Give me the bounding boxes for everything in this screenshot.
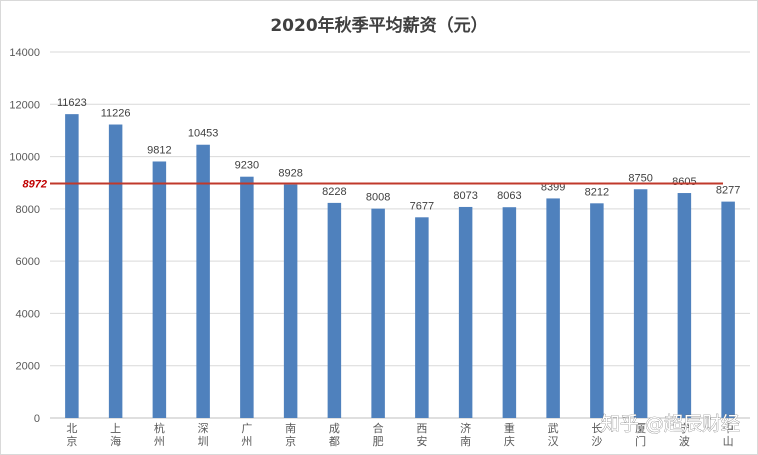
bar bbox=[283, 184, 298, 418]
y-tick-label: 2000 bbox=[16, 361, 40, 373]
bar bbox=[677, 193, 692, 418]
data-label: 8073 bbox=[453, 190, 477, 202]
y-tick-label: 0 bbox=[34, 413, 40, 425]
y-tick-label: 10000 bbox=[9, 152, 40, 164]
x-tick-label: 厦门 bbox=[635, 422, 646, 448]
bars bbox=[65, 114, 735, 419]
x-axis-ticks: 北京 上海 杭州 深圳 广州 南京 成都 合肥 西安 济南 重庆 武汉 长沙 厦门 宁波 中山 bbox=[66, 421, 733, 448]
y-axis-ticks: 0 2000 4000 6000 8000 10000 12000 14000 bbox=[9, 47, 40, 425]
data-label: 7677 bbox=[410, 200, 434, 212]
x-tick-label: 西安 bbox=[416, 422, 427, 448]
x-tick-label: 中山 bbox=[723, 422, 734, 448]
x-tick-label: 广州 bbox=[241, 422, 252, 448]
y-tick-label: 6000 bbox=[16, 256, 40, 268]
watermark-text: 知乎 @超辰财经 bbox=[601, 413, 740, 435]
x-tick-label: 北京 bbox=[66, 422, 77, 448]
x-tick-label: 长沙 bbox=[591, 422, 602, 448]
data-label: 8605 bbox=[672, 176, 696, 188]
x-tick-label: 宁波 bbox=[679, 421, 690, 448]
data-label: 8063 bbox=[497, 190, 521, 202]
x-tick-label: 杭州 bbox=[154, 421, 165, 448]
data-labels: 11623 11226 9812 10453 9230 8928 8228 8008 7677 8… bbox=[57, 97, 740, 212]
data-label: 8212 bbox=[585, 186, 609, 198]
x-tick-label: 合肥 bbox=[373, 421, 384, 448]
data-label: 9230 bbox=[235, 160, 259, 172]
bar bbox=[327, 202, 342, 418]
x-tick-label: 重庆 bbox=[504, 421, 515, 448]
bar bbox=[590, 203, 604, 418]
bar bbox=[458, 206, 473, 418]
gridlines bbox=[50, 51, 750, 419]
x-tick-label: 上海 bbox=[110, 422, 121, 448]
reference-line-group: 8972 bbox=[23, 178, 723, 190]
data-label: 11226 bbox=[101, 108, 131, 120]
data-label: 10453 bbox=[188, 128, 219, 140]
x-tick-label: 武汉 bbox=[548, 422, 559, 448]
chart-title: 2020年秋季平均薪资（元） bbox=[270, 15, 487, 36]
y-tick-label: 14000 bbox=[9, 47, 40, 59]
bar bbox=[415, 217, 429, 418]
bar bbox=[371, 208, 385, 418]
reference-line-label: 8972 bbox=[23, 178, 47, 190]
data-label: 9812 bbox=[147, 144, 171, 156]
y-tick-label: 4000 bbox=[16, 308, 40, 320]
bar bbox=[65, 114, 79, 418]
data-label: 8750 bbox=[628, 172, 652, 184]
bar bbox=[196, 144, 210, 419]
bar bbox=[633, 189, 648, 418]
data-label: 8008 bbox=[366, 192, 390, 204]
y-tick-label: 8000 bbox=[16, 204, 40, 216]
bar bbox=[502, 207, 517, 418]
bar bbox=[546, 198, 560, 418]
x-tick-label: 成都 bbox=[329, 422, 340, 448]
y-tick-label: 12000 bbox=[9, 99, 40, 111]
data-label: 8277 bbox=[716, 185, 740, 197]
watermark: 知乎 @超辰财经 bbox=[601, 413, 741, 436]
x-tick-label: 南京 bbox=[285, 422, 296, 448]
data-label: 8228 bbox=[322, 186, 346, 198]
x-tick-label: 济南 bbox=[460, 421, 471, 448]
data-label: 8928 bbox=[278, 168, 302, 180]
bar bbox=[152, 161, 167, 419]
bar bbox=[240, 176, 254, 418]
bar bbox=[721, 201, 735, 418]
x-tick-label: 深圳 bbox=[198, 422, 209, 448]
data-label: 11623 bbox=[57, 97, 87, 109]
bar bbox=[108, 124, 123, 418]
